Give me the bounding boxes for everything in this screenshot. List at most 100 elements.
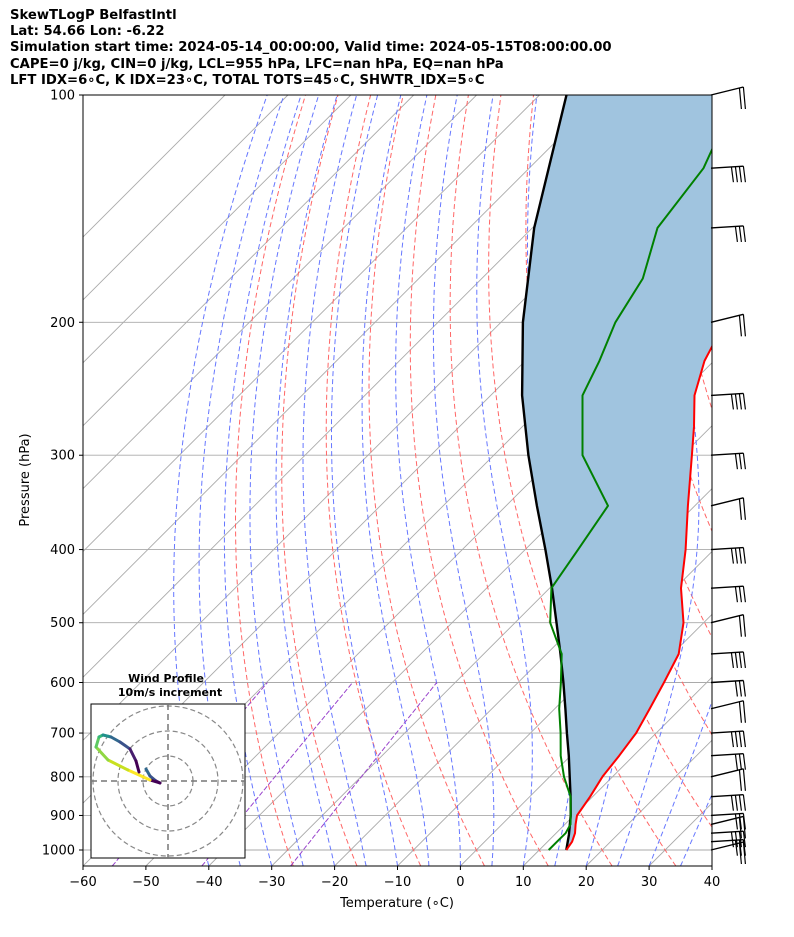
wind-barb: [710, 679, 744, 684]
x-tick-label: 0: [456, 875, 464, 890]
moist-adiabat-line: [198, 95, 285, 866]
wind-barb-flag: [734, 393, 738, 410]
wind-barb-flag: [734, 840, 738, 856]
y-tick-label: 200: [50, 316, 75, 331]
wind-barb-flag: [742, 614, 746, 637]
hodograph-segment: [94, 735, 101, 749]
profile-lines: [520, 95, 712, 851]
moist-adiabat-line: [302, 95, 367, 866]
chart-title: SkewTLogP BelfastIntl: [10, 8, 177, 23]
wind-barb-flag: [734, 795, 738, 811]
cin-shading: [522, 95, 712, 850]
wind-barb: [710, 546, 744, 551]
isotherm-line: [83, 95, 352, 364]
chart-indices-line: LFT IDX=6∘C, K IDX=23∘C, TOTAL TOTS=45∘C…: [10, 72, 485, 88]
wind-barb-flag: [742, 225, 746, 243]
hodograph-segment: [128, 747, 138, 763]
wind-barb-flag: [730, 548, 734, 564]
wind-barb-flag: [738, 680, 742, 697]
x-tick-label: 30: [641, 875, 658, 890]
wind-barb-flag: [738, 753, 742, 770]
x-tick-label: −60: [69, 875, 96, 890]
wind-barb: [710, 830, 744, 834]
wind-barbs: [710, 86, 746, 865]
moist-adiabat-line: [223, 95, 302, 866]
isotherm-line: [775, 95, 794, 866]
wind-barb-flag: [738, 831, 742, 848]
isotherm-line: [334, 487, 712, 866]
chart-cape-line: CAPE=0 j/kg, CIN=0 j/kg, LCL=955 hPa, LF…: [10, 56, 504, 72]
wind-barb: [710, 614, 744, 624]
dry-adiabat-line: [449, 95, 613, 866]
wind-barb-flag: [738, 652, 742, 669]
x-tick-label: −30: [258, 875, 285, 890]
wind-barb-flag: [734, 453, 738, 470]
dry-adiabat-line: [663, 95, 712, 411]
chart-times: Simulation start time: 2024-05-14_00:00:…: [10, 40, 612, 56]
isotherm-line: [145, 299, 712, 866]
y-axis-ticks: 100 200 300 400 500 600 700 800 900 1000: [42, 89, 83, 859]
wind-barb-flag: [742, 753, 746, 770]
y-tick-label: 500: [50, 616, 75, 631]
isotherm-line: [83, 95, 415, 427]
wind-barb-flag: [738, 547, 742, 564]
hodograph-segment: [106, 758, 130, 772]
wind-barb-flag: [742, 839, 746, 856]
wind-barb: [710, 839, 744, 843]
x-tick-label: −50: [132, 875, 159, 890]
wind-barb-flag: [742, 497, 746, 520]
wind-barb-flag: [738, 813, 742, 830]
moist-adiabat-line: [476, 95, 533, 866]
wind-barb-flag: [742, 651, 746, 669]
hodograph-ring: [117, 730, 219, 832]
chart-location: Lat: 54.66 Lon: -6.22: [10, 24, 165, 40]
y-tick-label: 900: [50, 809, 75, 824]
moist-adiabat-line: [711, 864, 712, 866]
y-tick-label: 300: [50, 449, 75, 464]
wind-barb-flag: [738, 769, 742, 791]
wind-barb-flag: [738, 498, 742, 520]
isotherm-line: [83, 95, 477, 490]
wind-barb: [710, 651, 744, 655]
mixing-ratio-line: [290, 682, 438, 866]
isotherm-line: [711, 865, 712, 866]
moist-adiabat-line: [680, 793, 712, 866]
hodograph-segment: [109, 735, 122, 744]
wind-barb-flag: [738, 393, 742, 410]
wind-barb-flag: [742, 86, 746, 110]
moist-adiabat-line: [617, 95, 700, 866]
wind-barb: [710, 585, 744, 589]
y-tick-label: 100: [50, 89, 75, 104]
dewpoint-profile-line: [547, 147, 712, 851]
moist-adiabat-line: [249, 95, 320, 866]
wind-barb-flag: [734, 226, 738, 243]
wind-barb-flag: [734, 652, 738, 669]
isotherm-line: [83, 95, 226, 238]
wind-barb-flag: [742, 314, 746, 337]
wind-barb-flag: [742, 813, 746, 830]
isotherm-line: [83, 95, 540, 553]
wind-barb-flag: [730, 831, 734, 848]
wind-barb-flag: [738, 166, 742, 183]
wind-barb: [710, 730, 744, 734]
x-tick-label: −20: [321, 875, 348, 890]
wind-barb: [710, 86, 744, 96]
dry-adiabat-line: [729, 95, 794, 866]
wind-barb: [710, 700, 744, 710]
isotherm-line: [83, 95, 603, 616]
hodograph-segment: [134, 759, 141, 774]
wind-barb-flag: [734, 680, 738, 697]
temperature-profile-line: [565, 344, 712, 851]
wind-barb-flag: [738, 315, 742, 337]
isotherm-line: [522, 676, 712, 866]
wind-barb-flag: [738, 87, 742, 110]
wind-barb-flag: [738, 794, 742, 811]
wind-barb: [710, 768, 744, 778]
wind-barb-flag: [742, 768, 746, 791]
hodograph-segment: [126, 768, 152, 782]
y-tick-label: 600: [50, 676, 75, 691]
wind-barb-flag: [742, 453, 746, 470]
y-tick-label: 800: [50, 770, 75, 785]
wind-barb-flag: [742, 831, 746, 848]
